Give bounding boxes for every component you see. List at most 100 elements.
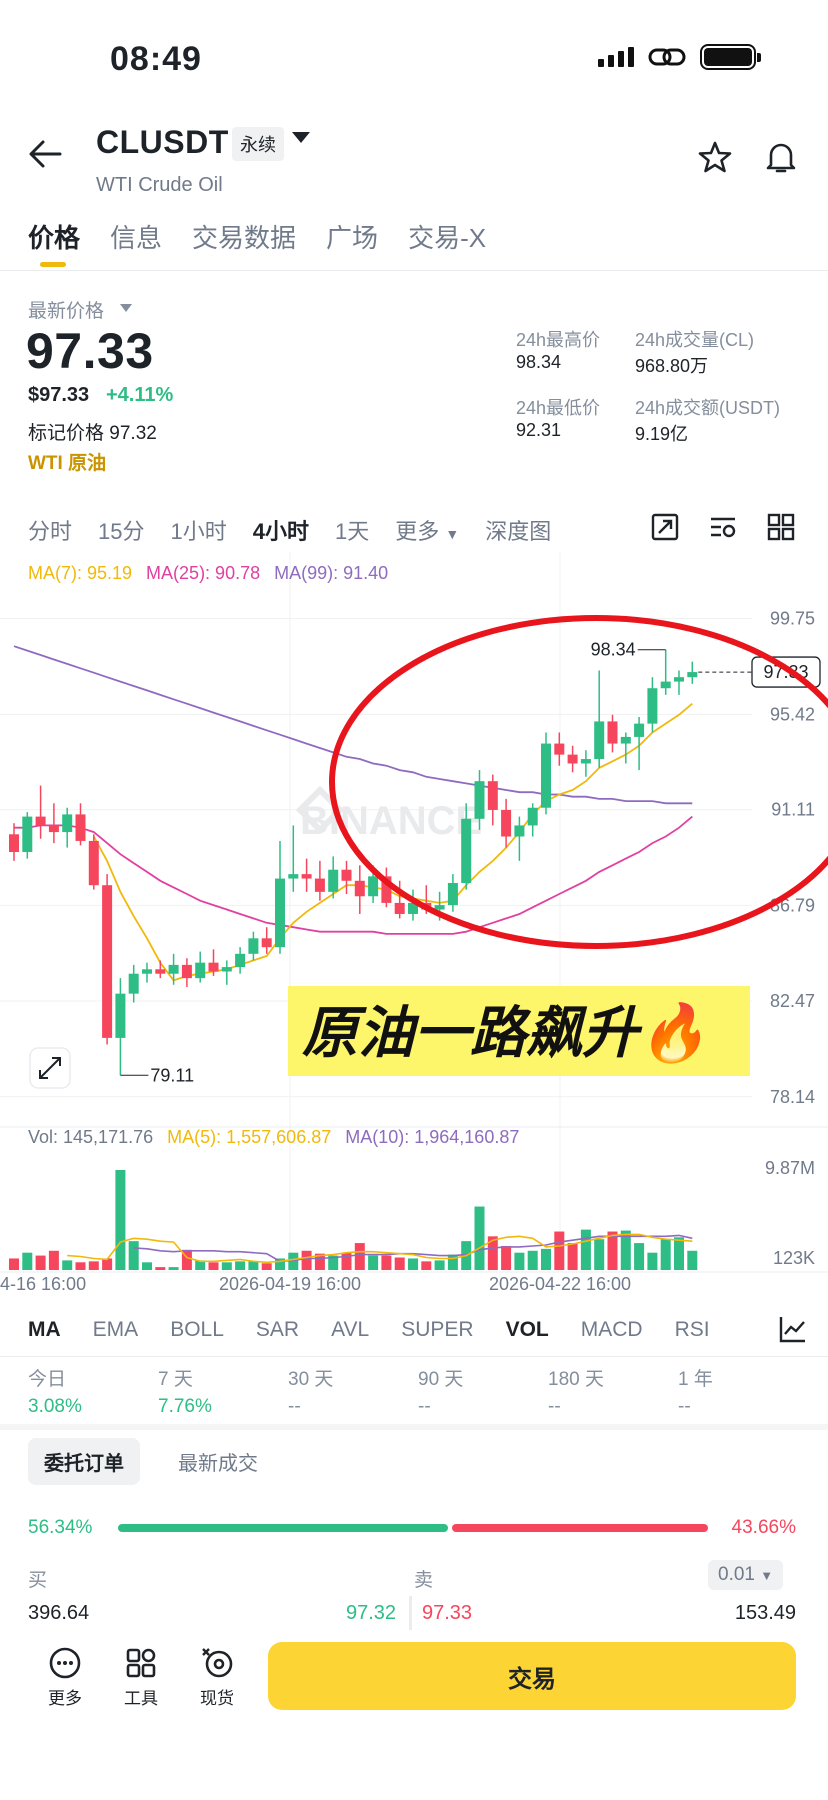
back-arrow-icon[interactable] (28, 138, 62, 176)
volume-bar (554, 1231, 565, 1270)
volume-bar (634, 1243, 645, 1270)
period-label: 7 天 (158, 1369, 193, 1390)
buy-price: 97.32 (346, 1602, 397, 1624)
vol-ma5-line (67, 1233, 693, 1264)
sell-price: 97.33 (422, 1602, 473, 1624)
trade-button[interactable]: 交易 (268, 1642, 796, 1710)
period-value: 7.76% (158, 1396, 212, 1417)
depth-selector[interactable]: 0.01 ▼ (708, 1560, 784, 1590)
chart-settings-icon[interactable] (708, 512, 738, 547)
tab-price[interactable]: 价格 (28, 223, 81, 253)
candle (48, 825, 59, 833)
candle (301, 874, 312, 879)
candle (168, 964, 179, 974)
symbol-title[interactable]: CLUSDT (96, 124, 229, 160)
binance-logo-icon (295, 785, 345, 835)
interval-time[interactable]: 分时 (28, 519, 73, 544)
indicator-rsi[interactable]: RSI (674, 1318, 710, 1341)
spot-label: 现货 (200, 1689, 234, 1708)
vol-y-tick-label: 123K (773, 1248, 815, 1268)
tab-order-book[interactable]: 委托订单 (28, 1438, 140, 1485)
indicator-ma[interactable]: MA (28, 1318, 61, 1341)
indicator-boll[interactable]: BOLL (170, 1318, 224, 1341)
latest-price-label[interactable]: 最新价格 (28, 301, 105, 322)
tab-trading-data[interactable]: 交易数据 (192, 223, 297, 253)
interval-15m[interactable]: 15分 (98, 519, 145, 544)
latest-price-caret-icon[interactable] (120, 304, 132, 312)
stat-turnover: 9.19亿 (635, 424, 689, 444)
indicator-vol[interactable]: VOL (505, 1318, 549, 1341)
volume-bar (368, 1255, 379, 1270)
annotation-box (288, 986, 750, 1076)
candle (660, 681, 671, 689)
volume-bar (394, 1257, 405, 1270)
tab-square[interactable]: 广场 (326, 223, 379, 253)
volume-bar (115, 1170, 126, 1270)
volume-bar (607, 1231, 618, 1270)
layout-grid-icon[interactable] (766, 512, 796, 547)
indicator-sar[interactable]: SAR (255, 1318, 300, 1341)
interval-depth[interactable]: 深度图 (485, 519, 552, 544)
volume-bar (541, 1248, 551, 1270)
indicator-settings-icon[interactable] (778, 1314, 808, 1349)
candle (434, 905, 445, 910)
candle (88, 840, 99, 886)
x-tick-label: 04-16 16:00 (0, 1274, 86, 1292)
volume-bar (102, 1258, 113, 1270)
candle (35, 816, 46, 826)
high-marker-label: 98.34 (591, 640, 636, 660)
volume-bar (275, 1258, 285, 1270)
wti-tag[interactable]: WTI 原油 (28, 453, 107, 474)
tools-button[interactable]: 工具 (106, 1646, 176, 1709)
spot-button[interactable]: 现货 (182, 1646, 252, 1709)
tab-trade-x[interactable]: 交易-X (408, 223, 487, 253)
status-time: 08:49 (110, 40, 202, 78)
price-change: +4.11% (106, 384, 174, 406)
fullscreen-icon[interactable] (650, 512, 680, 547)
candle (181, 964, 192, 979)
indicator-avl[interactable]: AVL (331, 1318, 370, 1341)
candle (554, 743, 565, 755)
candle (235, 953, 246, 968)
interval-1d[interactable]: 1天 (335, 519, 370, 544)
volume-bar (62, 1260, 73, 1270)
vol-legend: Vol: 145,171.76 MA(5): 1,557,606.87 MA(1… (28, 1127, 519, 1148)
candle (647, 688, 658, 724)
divider (0, 1356, 828, 1357)
indicator-super[interactable]: SUPER (401, 1318, 474, 1341)
price-chart[interactable]: BINANCE99.7595.4291.1186.7982.4778.1498.… (0, 552, 828, 1292)
candle (514, 825, 525, 837)
buy-qty: 396.64 (28, 1602, 90, 1624)
symbol-dropdown-icon[interactable] (292, 132, 310, 143)
mark-price-value: 97.32 (109, 423, 157, 444)
stat-high: 98.34 (516, 352, 562, 372)
stat-vol-label: 24h成交量(CL) (635, 330, 755, 350)
vol-ma10-legend: MA(10): 1,964,160.87 (345, 1127, 520, 1147)
volume-bar (620, 1230, 631, 1270)
sell-qty: 153.49 (734, 1602, 796, 1624)
candle (607, 721, 618, 744)
indicator-macd[interactable]: MACD (580, 1318, 643, 1341)
interval-more[interactable]: 更多 ▼ (395, 514, 459, 546)
tab-info[interactable]: 信息 (110, 223, 163, 253)
candle (62, 814, 73, 833)
volume-bar (301, 1250, 312, 1270)
interval-4h[interactable]: 4小时 (252, 519, 309, 544)
candle (328, 869, 339, 892)
star-icon[interactable] (698, 140, 732, 179)
battery-icon (700, 44, 761, 70)
period-value: 3.08% (28, 1396, 82, 1417)
y-tick-label: 91.11 (771, 800, 815, 820)
candle (687, 672, 698, 678)
tab-latest-trades[interactable]: 最新成交 (178, 1453, 258, 1475)
ma99-legend: MA(99): 91.40 (274, 563, 389, 583)
volume-bar (674, 1237, 684, 1270)
indicator-ema[interactable]: EMA (92, 1318, 139, 1341)
more-button[interactable]: 更多 (30, 1646, 100, 1709)
period-label: 90 天 (418, 1369, 464, 1390)
bell-icon[interactable] (764, 140, 798, 179)
interval-1h[interactable]: 1小时 (170, 519, 227, 544)
y-tick-label: 78.14 (770, 1087, 815, 1107)
buy-ratio-bar (118, 1524, 448, 1532)
candle (261, 938, 272, 948)
